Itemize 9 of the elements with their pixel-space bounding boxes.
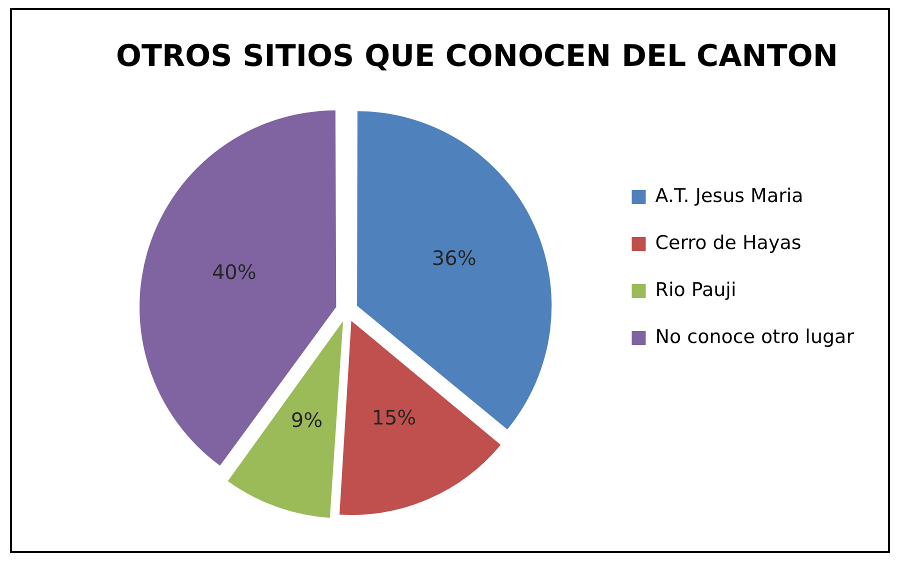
legend-label: A.T. Jesus Maria bbox=[655, 184, 804, 207]
legend-label: No conoce otro lugar bbox=[655, 326, 854, 348]
legend-label: Cerro de Hayas bbox=[655, 232, 802, 254]
chart-title: OTROS SITIOS QUE CONOCEN DEL CANTON bbox=[116, 38, 838, 74]
data-label: 40% bbox=[212, 260, 256, 284]
data-label: 15% bbox=[372, 405, 416, 430]
data-label: 9% bbox=[290, 408, 323, 432]
legend-label: Rio Pauji bbox=[655, 278, 736, 301]
data-label: 36% bbox=[432, 246, 476, 270]
